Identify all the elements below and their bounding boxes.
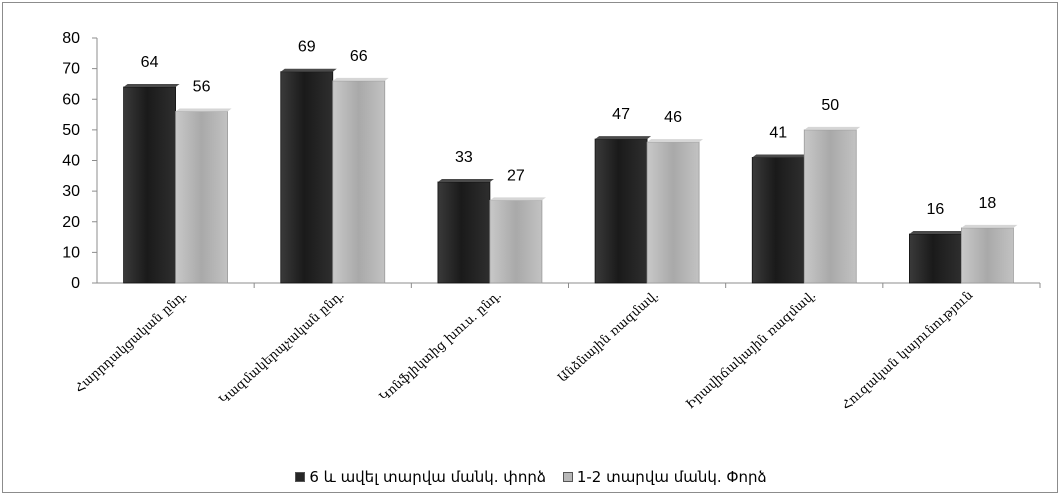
bar (123, 84, 180, 284)
bar (751, 154, 809, 284)
data-label: 46 (664, 109, 682, 126)
legend: 6 և ավել տարվա մանկ. փորձ 1-2 տարվա մանկ… (0, 468, 1062, 486)
bar (280, 68, 337, 284)
bar (437, 178, 494, 284)
data-label: 18 (979, 195, 997, 212)
bar (961, 224, 1018, 284)
legend-item-series-1: 6 և ավել տարվա մանկ. փորձ (295, 468, 546, 486)
x-tick-label: Հուզական կայունություն (838, 287, 975, 413)
bar (646, 139, 704, 284)
x-tick-label: Հարրդակցական ընդ. (71, 287, 189, 395)
data-label: 50 (821, 97, 839, 114)
x-tick-label: Անձնային ռազմավ. (555, 287, 662, 385)
legend-swatch-light (562, 472, 573, 482)
y-tick-label: 60 (62, 91, 80, 108)
y-tick-label: 10 (62, 244, 80, 261)
y-tick-label: 20 (62, 214, 80, 231)
y-tick-label: 80 (62, 30, 80, 47)
data-label: 64 (141, 54, 159, 71)
bar (803, 126, 861, 284)
data-label: 33 (455, 149, 473, 166)
legend-label-series-2: 1-2 տարվա մանկ. Փորձ (576, 468, 767, 486)
data-label: 27 (507, 167, 525, 184)
data-label: 66 (350, 48, 368, 65)
legend-item-series-2: 1-2 տարվա մանկ. Փորձ (562, 468, 767, 486)
y-tick-label: 0 (71, 275, 80, 292)
legend-label-series-1: 6 և ավել տարվա մանկ. փորձ (309, 468, 547, 486)
x-tick-label: Կազմակերպչական ընդ. (216, 287, 347, 407)
bar-chart: 0 10 20 30 40 50 60 70 80 64 56 69 66 33 27 47 46 41 50 16… (62, 30, 1041, 413)
data-label: 56 (193, 79, 211, 96)
data-label: 69 (298, 39, 316, 56)
y-tick-label: 50 (62, 122, 80, 139)
x-tick-label: Իրավիճակային ռազմավ. (682, 287, 818, 411)
data-label: 47 (612, 106, 630, 123)
bar (909, 231, 966, 284)
y-tick-label: 30 (62, 183, 80, 200)
x-tick-label: Կոնֆլիկտից խուս. ընդ. (376, 287, 504, 404)
data-label: 41 (769, 124, 787, 141)
bar (594, 136, 652, 284)
data-label: 16 (927, 201, 945, 218)
y-tick-label: 70 (62, 61, 80, 78)
y-tick-label: 40 (62, 153, 80, 170)
bar (332, 77, 389, 284)
bar (175, 108, 232, 284)
legend-swatch-dark (295, 472, 306, 482)
bar (489, 197, 546, 284)
